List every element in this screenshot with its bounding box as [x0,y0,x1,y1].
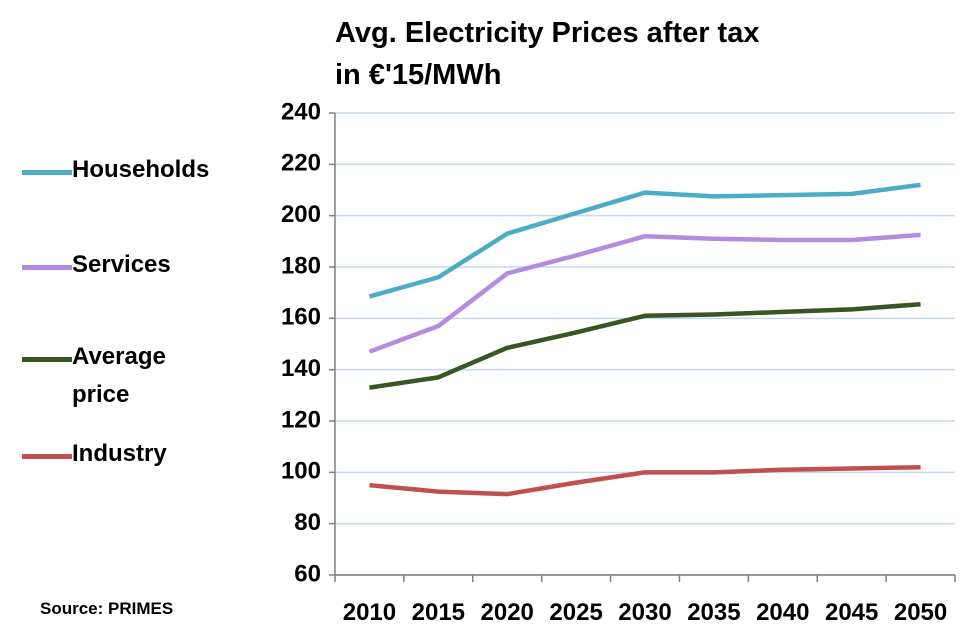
y-tick-label: 120 [281,406,321,433]
y-tick-label: 180 [281,252,321,279]
y-tick-label: 240 [281,98,321,125]
y-tick-label: 200 [281,201,321,228]
y-tick-label: 80 [294,509,321,536]
legend-item: Average price [22,343,192,414]
chart-title: Avg. Electricity Prices after tax [335,17,759,49]
series-line [369,301,921,390]
legend-item: Households [22,156,209,189]
legend-swatch [22,357,72,362]
x-tick-label: 2015 [412,599,465,626]
legend-label: Households [72,156,210,183]
x-tick-label: 2010 [343,599,396,626]
legend-swatch [22,454,72,459]
x-tick-label: 2050 [894,599,947,626]
series-line [368,182,921,299]
x-tick-label: 2040 [756,599,809,626]
legend-label: Industry [72,440,167,467]
chart-title: in €'15/MWh [335,59,501,91]
y-tick-label: 160 [281,304,321,331]
series-line [369,464,921,497]
legend-label: Average price [72,343,166,408]
x-tick-label: 2025 [549,599,602,626]
x-tick-label: 2020 [481,599,534,626]
legend-swatch [22,170,72,175]
legend-item: Services [22,251,192,284]
x-tick-label: 2045 [825,599,878,626]
legend-label: Services [72,251,171,278]
y-tick-label: 220 [281,150,321,177]
series-line [368,232,921,354]
x-tick-label: 2030 [618,599,671,626]
legend-item: Industry [22,440,192,473]
legend-swatch [22,265,72,270]
x-tick-label: 2035 [687,599,740,626]
y-tick-label: 100 [281,458,321,485]
y-tick-label: 60 [294,560,321,587]
source-note: Source: PRIMES [40,599,173,618]
y-tick-label: 140 [281,355,321,382]
